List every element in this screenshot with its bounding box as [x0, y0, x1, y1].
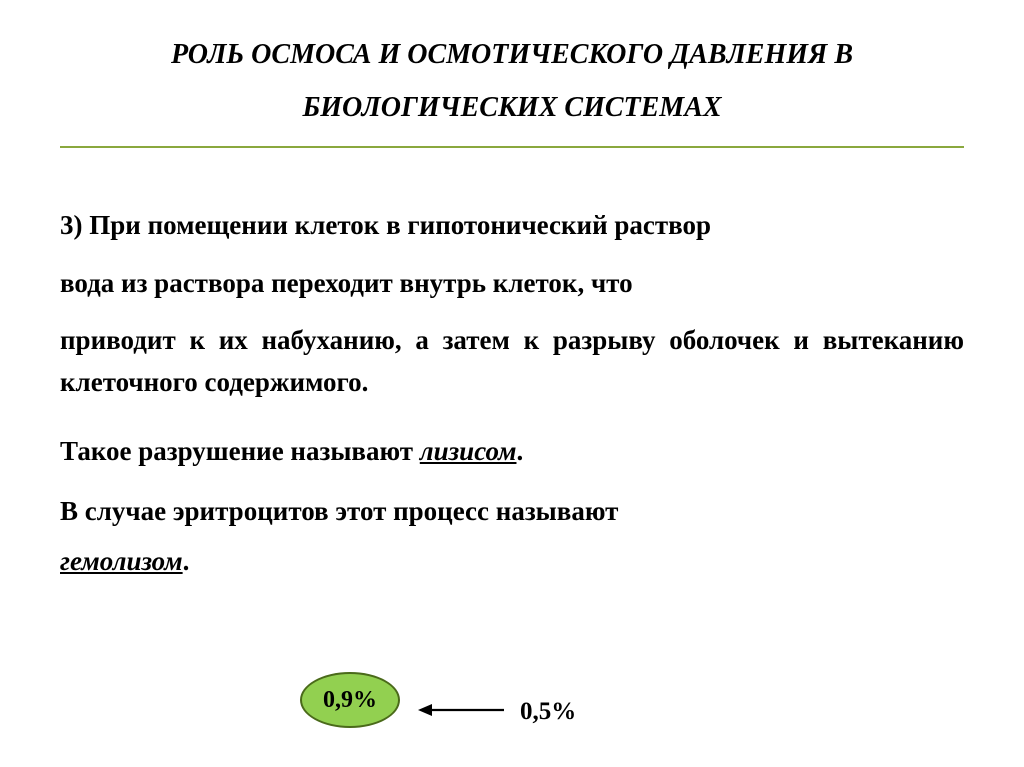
- p5-text-b: .: [183, 546, 190, 576]
- slide-body: 3) При помещении клеток в гипотонический…: [60, 196, 964, 583]
- p3-term: лизисом: [420, 436, 517, 466]
- paragraph-4: В случае эритроцитов этот процесс называ…: [60, 482, 964, 540]
- p3-text-a: Такое разрушение называют: [60, 436, 420, 466]
- arrow-icon: [418, 700, 506, 720]
- osmosis-diagram: 0,9% 0,5%: [300, 672, 576, 728]
- ellipse-0-9: 0,9%: [300, 672, 400, 728]
- paragraph-1a: 3) При помещении клеток в гипотонический…: [60, 196, 964, 254]
- slide-title: РОЛЬ ОСМОСА И ОСМОТИЧЕСКОГО ДАВЛЕНИЯ В Б…: [60, 28, 964, 148]
- ellipse-value: 0,9%: [323, 687, 377, 714]
- paragraph-1b: вода из раствора переходит внутрь клеток…: [60, 254, 964, 312]
- p5-term: гемолизом: [60, 546, 183, 576]
- p3-text-c: .: [516, 436, 523, 466]
- paragraph-2: приводит к их набуханию, а затем к разры…: [60, 320, 964, 404]
- label-0-5: 0,5%: [520, 698, 576, 726]
- paragraph-5: гемолизом.: [60, 540, 964, 583]
- paragraph-3: Такое разрушение называют лизисом.: [60, 422, 964, 480]
